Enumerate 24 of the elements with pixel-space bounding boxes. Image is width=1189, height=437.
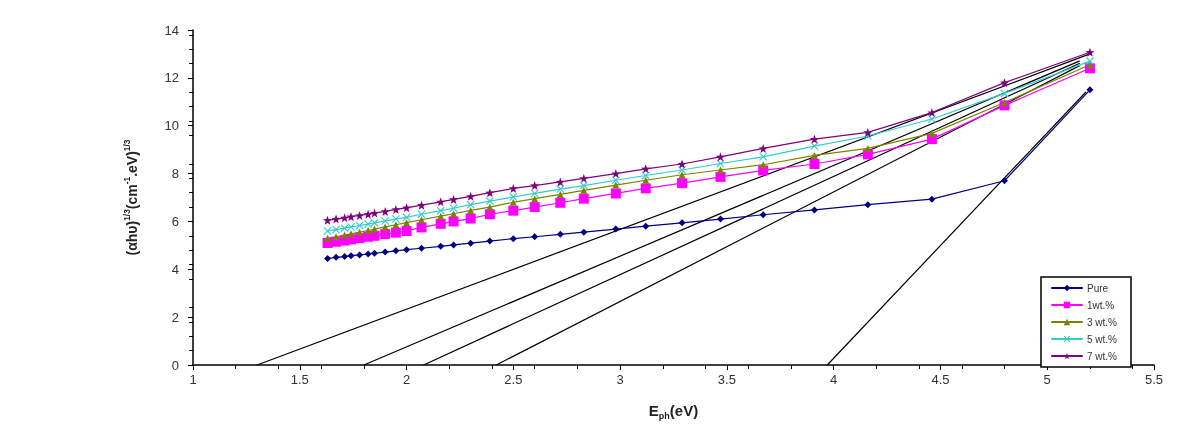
x-tick-label: 5.5 [1144,372,1164,387]
y-tick-label: 12 [164,70,179,86]
y-tick-label: 14 [164,22,179,38]
x-tick-label: 4.5 [931,372,950,387]
y-tick-label: 2 [171,309,179,325]
y-tick-label: 8 [171,166,179,182]
legend-label: 7 wt.% [1086,350,1118,362]
legend-label: 1wt.% [1086,299,1115,311]
y-tick-label: 0 [171,357,179,373]
legend-label: 3 wt.% [1086,316,1118,328]
x-tick-label: 1.5 [290,372,309,387]
legend-label: 5 wt.% [1086,333,1118,345]
x-tick-label: 1 [189,372,197,387]
x-tick-label: 4 [830,372,838,387]
y-axis-title: (αhυ)1/3(cm-1.eV)1/3 [121,139,140,256]
x-tick-label: 3 [616,372,624,387]
x-tick-label: 5 [1043,372,1051,387]
y-tick-label: 4 [171,261,179,277]
x-tick-label: 3.5 [717,372,736,387]
x-tick-label: 2.5 [504,372,523,387]
y-tick-label: 6 [171,213,179,229]
legend-label: Pure [1086,282,1109,294]
y-tick-label: 10 [164,118,179,134]
x-tick-label: 2 [402,372,411,387]
